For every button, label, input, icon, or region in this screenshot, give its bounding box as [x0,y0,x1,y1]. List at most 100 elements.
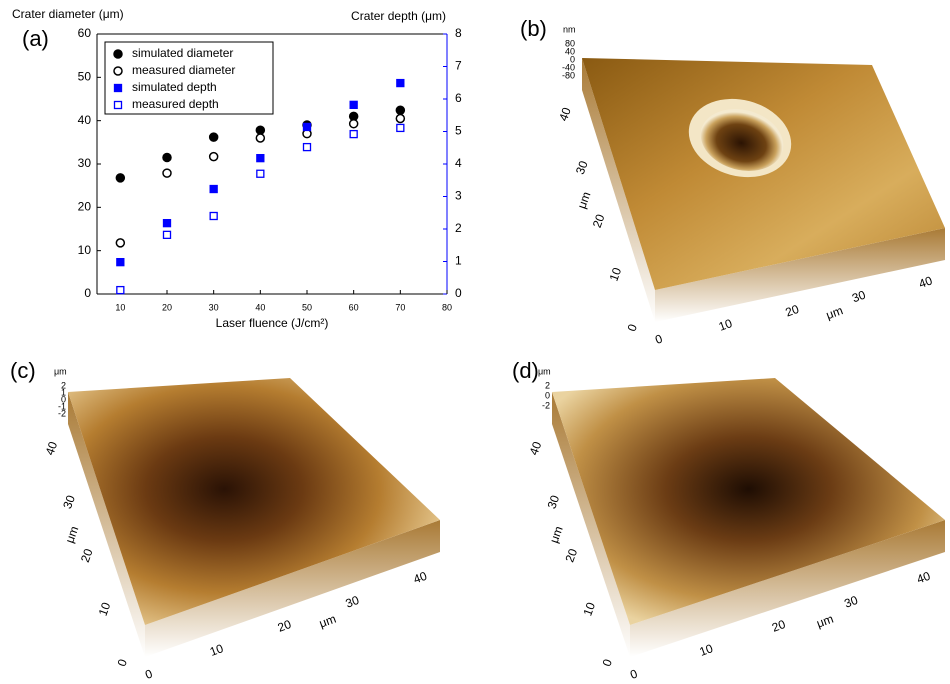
z-unit: μm [54,366,67,376]
y-tick-label: 20 [590,212,608,230]
y2-tick-label: 4 [455,156,462,170]
y-tick-label: 30 [573,159,591,177]
data-point [395,113,406,124]
y2-tick-label: 7 [455,59,462,73]
axis-unit: μm [575,190,594,211]
z-tick-label: -40 [562,62,575,72]
data-point [256,169,265,178]
legend-label: simulated depth [132,80,217,94]
y-axis-title: Crater diameter (μm) [12,7,124,21]
data-point [162,168,172,178]
x-tick-label: 20 [162,302,172,312]
y2-tick-label: 3 [455,189,462,203]
y2-tick-label: 6 [455,91,462,105]
legend-marker [113,83,123,93]
data-point [208,132,219,142]
afm-surface [552,378,945,625]
z-tick-label: -2 [542,400,550,410]
data-point [162,152,172,163]
data-point [302,122,312,132]
y-tick-label: 30 [78,156,92,170]
y-tick-label: 0 [84,286,91,300]
legend-label: measured depth [132,97,219,111]
panel-label: (a) [22,26,49,51]
y-tick-label: 10 [96,600,114,618]
y2-axis-title: Crater depth (μm) [351,9,446,23]
x-tick-label: 0 [653,331,664,347]
data-point [209,184,218,194]
x-axis-title: Laser fluence (J/cm²) [216,316,329,330]
y-tick-label: 20 [78,547,96,565]
afm-surface [68,378,440,625]
legend-marker [113,100,123,110]
data-point [396,123,405,133]
legend-marker [113,66,123,76]
z-tick-label: 2 [545,380,550,390]
y2-tick-label: 1 [455,254,462,268]
y2-tick-label: 8 [455,26,462,40]
data-point [116,257,125,267]
data-point [208,151,219,162]
axis-unit: μm [547,524,566,545]
x-tick-label: 40 [915,569,933,587]
afm-side-front [630,520,945,657]
z-tick-label: 2 [61,380,66,390]
y-tick-label: 40 [43,439,61,457]
x-tick-label: 40 [255,302,265,312]
y-tick-label: 10 [580,600,598,618]
y-tick-label: 40 [556,105,574,123]
z-tick-label: 0 [570,54,575,64]
x-tick-label: 40 [917,273,935,291]
y-tick-label: 40 [78,113,92,127]
data-point [255,125,266,135]
data-point [348,118,359,129]
x-tick-label: 80 [442,302,452,312]
z-tick-label: -2 [58,408,66,418]
z-tick-label: 80 [565,38,575,48]
y-tick-label: 40 [527,439,545,457]
afm-side-left [582,58,655,322]
data-point [256,153,265,163]
y-tick-label: 0 [625,322,641,333]
x-tick-label: 70 [395,302,405,312]
afm-side-front [655,228,945,322]
x-tick-label: 40 [411,569,429,587]
y-tick-label: 20 [562,547,580,565]
z-tick-label: 0 [545,390,550,400]
legend-marker [113,49,123,59]
data-point [255,133,266,143]
y-tick-label: 30 [545,493,563,511]
x-tick-label: 20 [276,617,294,635]
y-tick-label: 20 [78,200,92,214]
x-tick-label: 30 [209,302,219,312]
z-tick-label: -1 [58,401,66,411]
data-point [115,173,126,183]
panel-label: (b) [520,16,547,41]
data-point [349,100,358,109]
z-tick-label: 0 [61,394,66,404]
x-tick-label: 30 [344,593,362,611]
x-tick-label: 60 [349,302,359,312]
x-tick-label: 30 [842,593,860,611]
crater [700,109,784,171]
z-tick-label: 1 [61,387,66,397]
data-point [395,105,406,116]
data-point [396,78,405,88]
panel-label: (d) [512,358,539,383]
x-tick-label: 0 [628,666,639,682]
y2-tick-label: 2 [455,221,462,235]
y-tick-label: 10 [607,265,625,283]
axis-unit: μm [317,612,338,631]
data-point [302,142,312,152]
z-unit: nm [563,24,576,34]
afm-side-left [552,392,630,657]
y2-tick-label: 0 [455,286,462,300]
z-tick-label: -80 [562,70,575,80]
z-unit: μm [538,366,551,376]
y-tick-label: 10 [78,243,92,257]
x-tick-label: 50 [302,302,312,312]
data-point [209,211,218,221]
